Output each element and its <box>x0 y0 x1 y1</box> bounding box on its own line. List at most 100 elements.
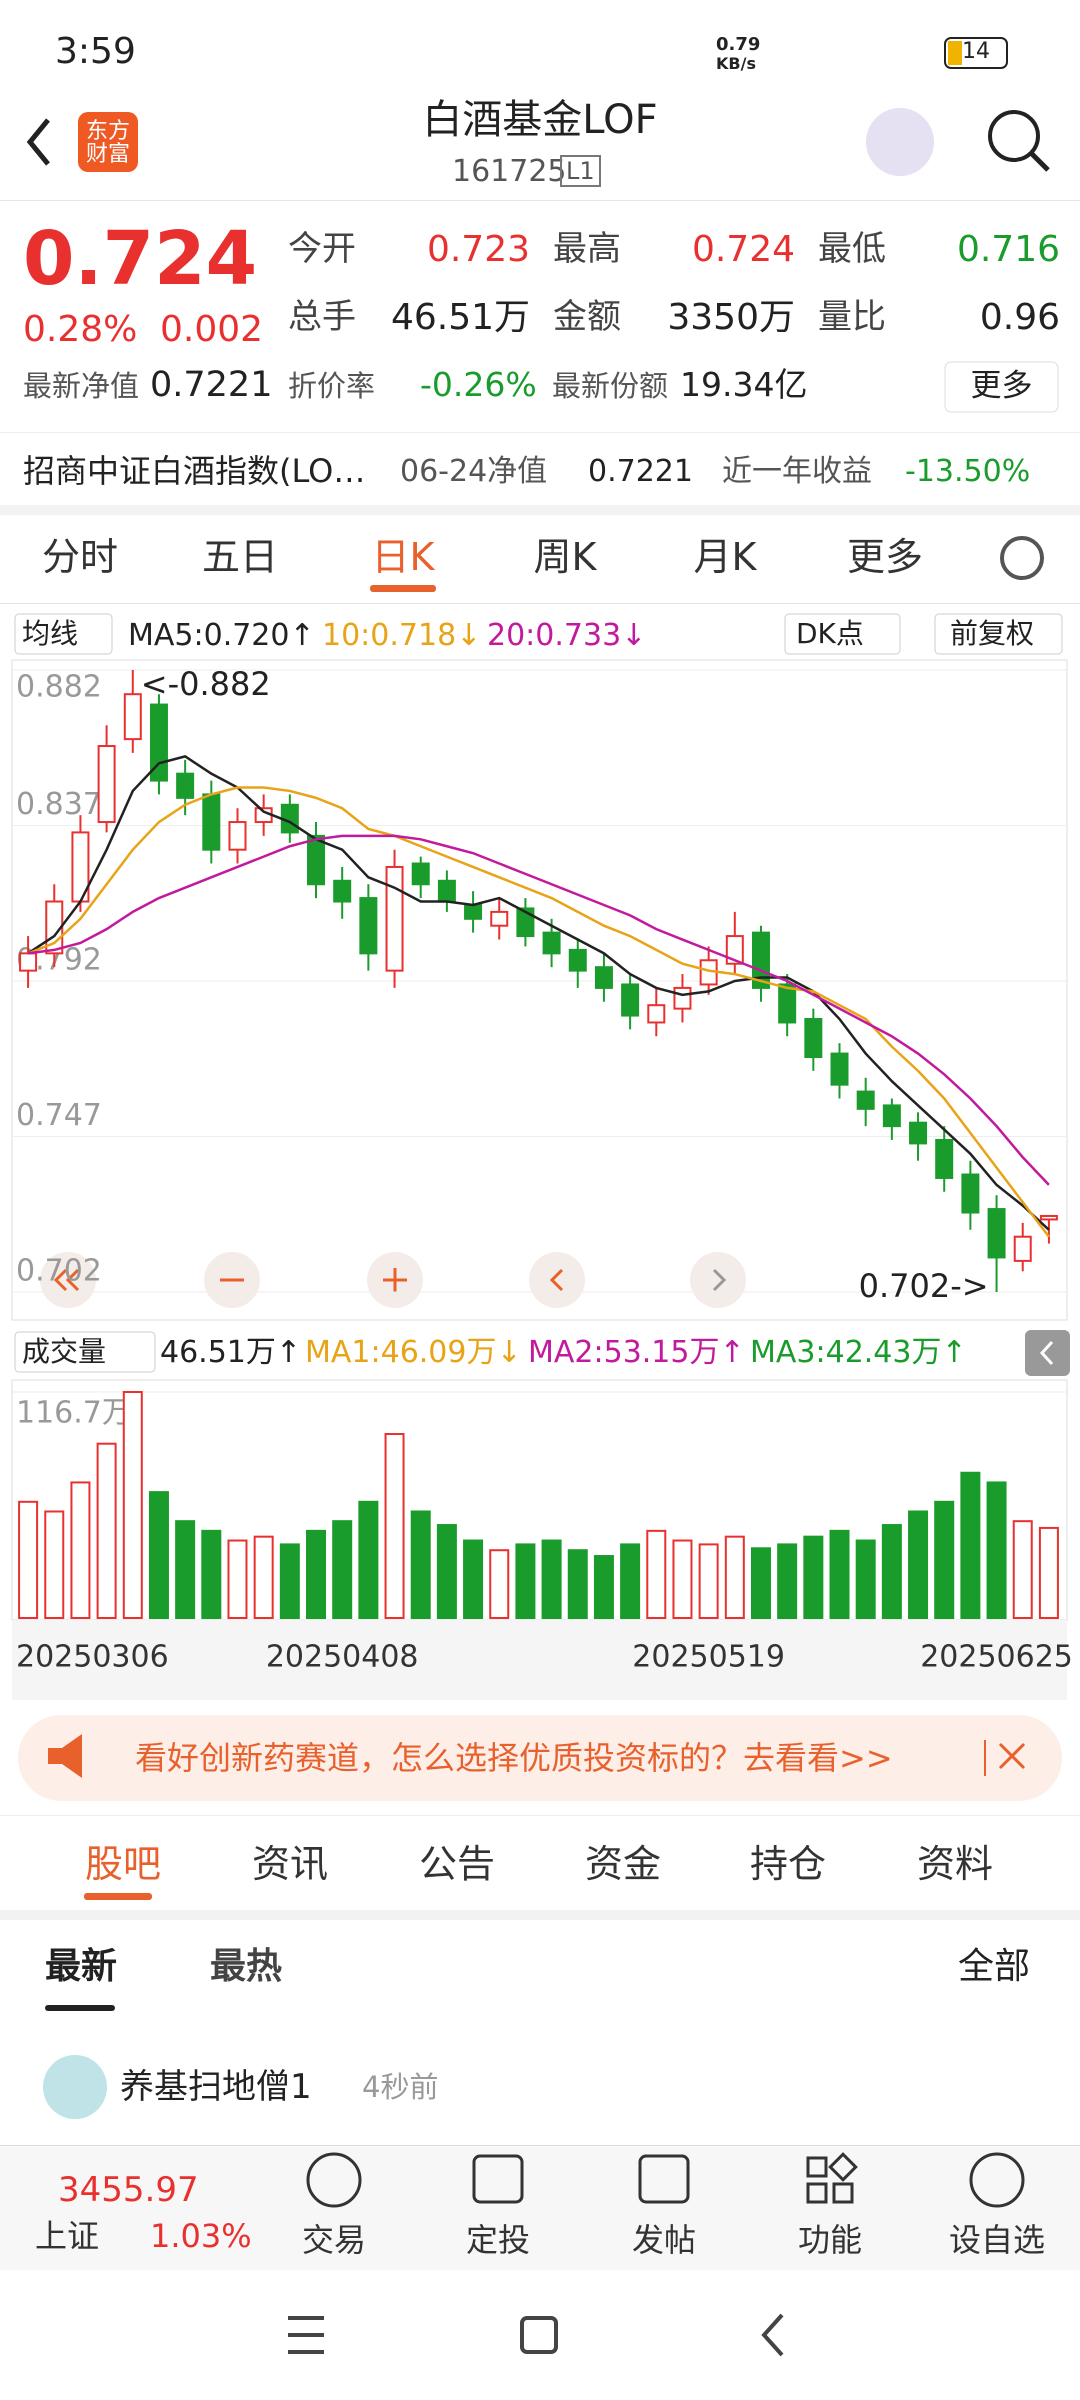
home-key[interactable] <box>520 2316 558 2354</box>
nav-label[interactable]: 定投 <box>465 2221 530 2259</box>
sort-hottest[interactable]: 最热 <box>210 1946 283 1987</box>
adjust-button[interactable] <box>934 613 1063 655</box>
icon-func[interactable] <box>832 2182 854 2204</box>
more-button[interactable]: 更多 <box>970 368 1033 404</box>
collapse-button[interactable] <box>1025 1330 1070 1376</box>
volume-bar <box>908 1510 929 1619</box>
chart-tab[interactable]: 五日 <box>201 535 278 579</box>
volume-button[interactable]: 成交量 <box>22 1335 107 1368</box>
menu-key[interactable] <box>288 2316 324 2354</box>
candle-body <box>437 879 456 903</box>
volume-bar <box>541 1539 562 1619</box>
volume-bar <box>148 1491 169 1620</box>
robot-avatar[interactable] <box>866 108 934 176</box>
volume-bar <box>201 1529 222 1620</box>
back-arrow[interactable] <box>26 118 50 166</box>
candle-body <box>542 931 561 955</box>
index-value[interactable]: 3455.97 <box>58 2170 199 2210</box>
ma-button[interactable] <box>14 613 113 655</box>
settings-icon[interactable] <box>1000 536 1044 580</box>
content-tab[interactable]: 持仓 <box>749 1842 826 1886</box>
logo[interactable]: 东方财富 <box>85 119 130 167</box>
nav-label[interactable]: 设自选 <box>948 2221 1045 2259</box>
content-tab[interactable]: 资金 <box>584 1842 661 1886</box>
chart-tab[interactable]: 更多 <box>846 535 923 579</box>
nav-btn[interactable] <box>529 1252 585 1308</box>
nav-label[interactable]: 功能 <box>797 2221 862 2259</box>
content-tab[interactable]: 资讯 <box>251 1842 328 1886</box>
field-label: 最高 <box>553 229 621 269</box>
volume-bar <box>881 1524 902 1619</box>
dk-button[interactable]: DK点 <box>796 617 864 650</box>
icon-func[interactable] <box>806 2156 828 2178</box>
volume-bar <box>777 1543 798 1619</box>
divider <box>0 505 1080 515</box>
volume-bar <box>18 1500 39 1620</box>
content-tab[interactable]: 公告 <box>418 1842 495 1886</box>
content-tab[interactable]: 股吧 <box>84 1842 161 1886</box>
volume-bar <box>436 1524 457 1619</box>
volume-bar <box>934 1500 955 1620</box>
chart-tab[interactable]: 月K <box>693 535 757 579</box>
filter[interactable]: 全部 <box>958 1946 1031 1987</box>
chart-tab[interactable]: 分时 <box>41 535 118 579</box>
sort-newest[interactable]: 最新 <box>45 1946 118 1987</box>
adjust-button[interactable]: 前复权 <box>950 617 1035 650</box>
x-tick-label: 20250625 <box>920 1640 1073 1675</box>
candle-body <box>1039 1214 1058 1221</box>
banner-bg[interactable] <box>18 1715 1062 1801</box>
ma-legend: MA5:0.720↑ <box>128 618 315 653</box>
chart-tab[interactable]: 周K <box>533 535 597 579</box>
field-value: 46.51万 <box>390 297 530 338</box>
search-icon[interactable] <box>988 110 1040 162</box>
icon <box>712 1268 727 1292</box>
ma-legend: 20:0.733↓ <box>487 618 647 653</box>
content-tab[interactable]: 资料 <box>916 1842 993 1886</box>
volume-bar <box>724 1535 745 1619</box>
battery-level <box>948 41 962 65</box>
candle-body <box>856 1090 875 1110</box>
annotation: 0.702-> <box>859 1267 989 1305</box>
return-label: 近一年收益 <box>722 454 872 489</box>
candle-body <box>935 1138 954 1179</box>
ma-button[interactable]: 均线 <box>22 617 79 650</box>
icon-post[interactable] <box>638 2154 690 2204</box>
candle-body <box>830 1052 849 1086</box>
nav-label[interactable]: 交易 <box>301 2221 366 2259</box>
net-speed: 0.79 <box>716 34 761 55</box>
field-value: 0.724 <box>691 229 795 270</box>
battery-text: 14 <box>962 39 990 64</box>
avatar[interactable] <box>43 2055 107 2119</box>
candle-body <box>568 948 587 972</box>
icon-trade[interactable] <box>306 2152 362 2208</box>
post-author[interactable]: 养基扫地僧1 <box>120 2067 312 2107</box>
nav-label[interactable]: 发帖 <box>631 2221 696 2259</box>
icon-func[interactable] <box>806 2182 828 2204</box>
candle-body <box>673 986 692 1010</box>
chart-tab[interactable]: 日K <box>371 535 435 579</box>
icon-invest[interactable] <box>472 2154 524 2204</box>
close-icon[interactable] <box>998 1742 1026 1770</box>
field-value: 0.96 <box>979 297 1060 338</box>
bottom-nav-bg <box>0 2145 1080 2270</box>
index-name[interactable]: 招商中证白酒指数(LO… <box>23 452 366 490</box>
index-name: 上证 <box>35 2217 100 2255</box>
dk-button[interactable] <box>784 613 901 655</box>
back-key[interactable] <box>761 2313 784 2357</box>
divider <box>0 200 1080 201</box>
volume-button[interactable] <box>14 1331 156 1373</box>
more-button[interactable] <box>944 361 1059 413</box>
volume-bar <box>672 1539 693 1619</box>
banner-text[interactable]: 看好创新药赛道，怎么选择优质投资标的？去看看>> <box>135 1739 893 1777</box>
icon-func[interactable] <box>828 2152 858 2182</box>
nav-btn[interactable] <box>690 1252 746 1308</box>
tab-underline <box>84 1893 152 1900</box>
discount-label: 折价率 <box>288 369 376 403</box>
tab-underline <box>370 585 436 592</box>
volume-bar <box>306 1529 327 1620</box>
icon-watch[interactable] <box>969 2152 1025 2208</box>
title: 白酒基金LOF <box>422 97 658 143</box>
index-nav: 0.7221 <box>588 454 693 489</box>
